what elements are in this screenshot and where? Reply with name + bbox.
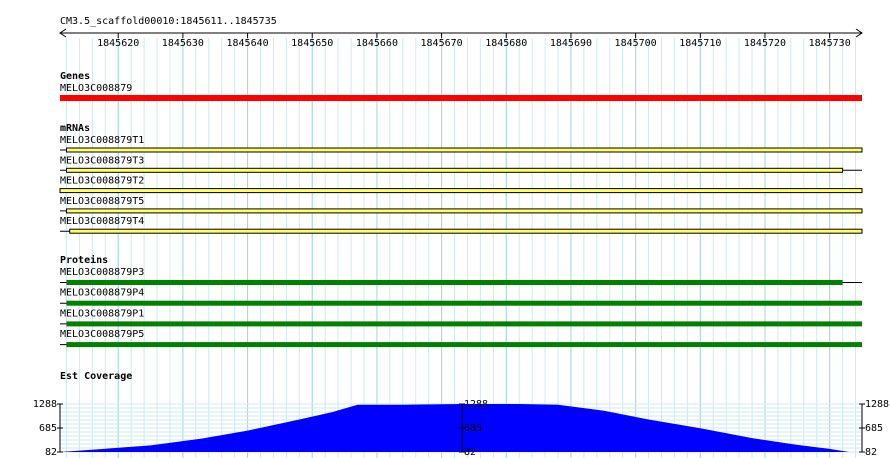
mrna-block bbox=[59, 188, 863, 194]
ruler-tick-label: 1845670 bbox=[421, 38, 463, 49]
coverage-tick-label: 1288 bbox=[33, 399, 57, 410]
track-label: Genes bbox=[60, 71, 90, 82]
mrna-block bbox=[69, 228, 863, 234]
ruler-tick-label: 1845620 bbox=[97, 38, 139, 49]
track-label: Est Coverage bbox=[60, 371, 132, 382]
ruler-title: CM3.5_scaffold00010:1845611..1845735 bbox=[60, 16, 277, 27]
mrna-block bbox=[65, 208, 863, 214]
coverage-tick-label: 1288 bbox=[865, 399, 889, 410]
ruler-tick-label: 1845710 bbox=[679, 38, 721, 49]
ruler-tick-label: 1845690 bbox=[550, 38, 592, 49]
ruler-tick-label: 1845640 bbox=[226, 38, 268, 49]
protein-block bbox=[66, 321, 862, 327]
coverage-tick-label: 1288 bbox=[464, 399, 488, 410]
feature-name: MELO3C008879T4 bbox=[60, 216, 144, 227]
feature-name: MELO3C008879P4 bbox=[60, 288, 144, 299]
feature-name: MELO3C008879P5 bbox=[60, 329, 144, 340]
mrna-block bbox=[65, 147, 863, 153]
feature-name: MELO3C008879 bbox=[60, 83, 132, 94]
feature-name: MELO3C008879P3 bbox=[60, 267, 144, 278]
gene-bar bbox=[60, 95, 862, 101]
protein-block bbox=[66, 300, 862, 306]
ruler-tick-label: 1845650 bbox=[291, 38, 333, 49]
feature-name: MELO3C008879T1 bbox=[60, 135, 144, 146]
coverage-area bbox=[60, 404, 850, 452]
ruler-tick-label: 1845730 bbox=[809, 38, 851, 49]
ruler-tick-label: 1845660 bbox=[356, 38, 398, 49]
ruler-tick-label: 1845680 bbox=[485, 38, 527, 49]
protein-block bbox=[66, 280, 843, 285]
track-label: mRNAs bbox=[60, 123, 90, 134]
coverage-tick-label: 685 bbox=[464, 423, 482, 434]
track-label: Proteins bbox=[60, 254, 108, 266]
coverage-tick-label: 82 bbox=[865, 447, 877, 458]
coverage-tick-label: 82 bbox=[464, 447, 476, 458]
feature-name: MELO3C008879P1 bbox=[60, 308, 144, 319]
feature-name: MELO3C008879T3 bbox=[60, 155, 144, 166]
mrna-block bbox=[65, 167, 844, 173]
ruler-tick-label: 1845700 bbox=[615, 38, 657, 49]
ruler-tick-label: 1845630 bbox=[162, 38, 204, 49]
feature-name: MELO3C008879T2 bbox=[60, 176, 144, 187]
feature-name: MELO3C008879T5 bbox=[60, 196, 144, 207]
ruler-arrow bbox=[59, 28, 863, 38]
ruler-tick-label: 1845720 bbox=[744, 38, 786, 49]
protein-block bbox=[66, 342, 862, 348]
coverage-tick-label: 685 bbox=[39, 423, 57, 434]
coverage-tick-label: 685 bbox=[865, 423, 883, 434]
coverage-tick-label: 82 bbox=[45, 447, 57, 458]
